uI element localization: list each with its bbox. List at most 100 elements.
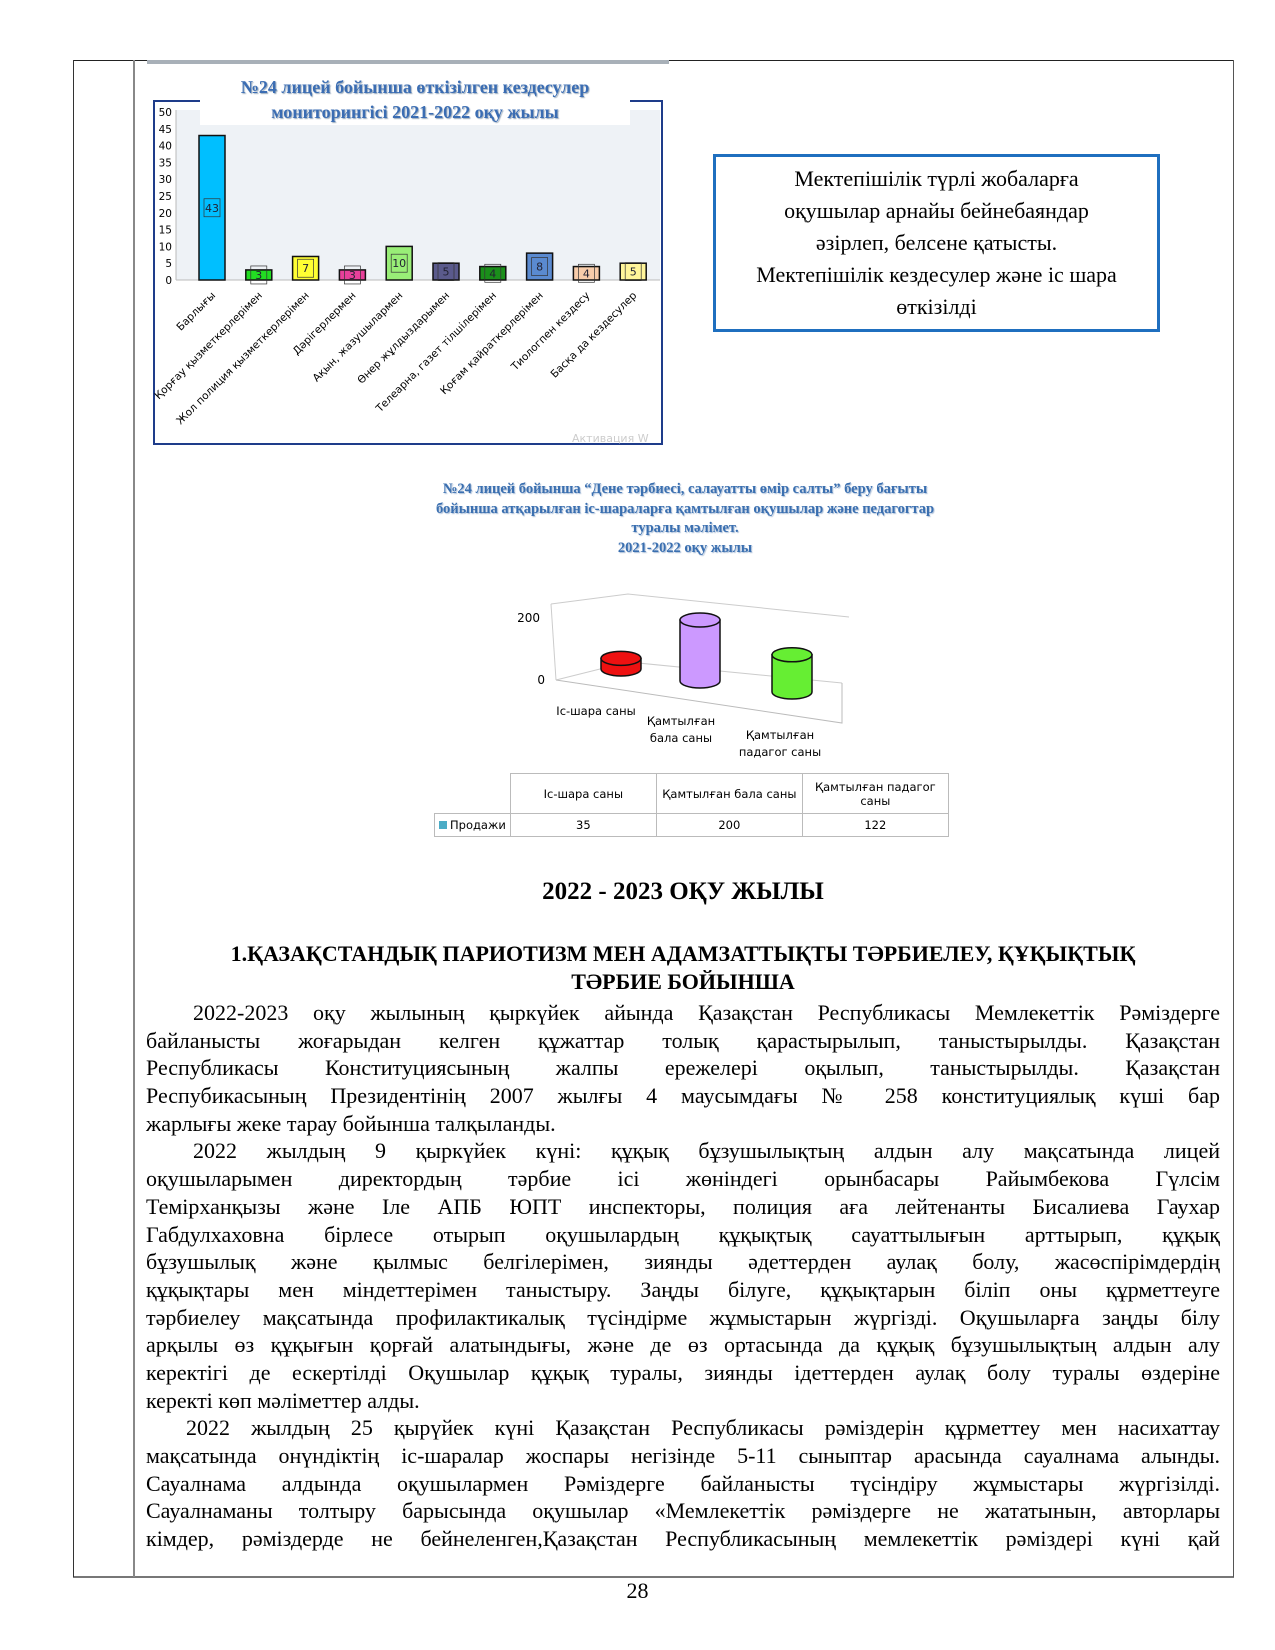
body-text: 2022-2023 оқу жылының қыркүйек айында Қа… xyxy=(146,999,1220,1553)
data-label: 3 xyxy=(349,269,356,282)
y-tick-label: 10 xyxy=(159,241,172,253)
bar xyxy=(572,265,601,281)
text-line: бұзушылық және қылмыс белгілерімен, зиян… xyxy=(146,1249,1220,1275)
data-label: 10 xyxy=(392,257,406,270)
chart2-title-line: №24 лицей бойынша “Дене тәрбиесі, салауа… xyxy=(442,481,928,497)
table-cell: 200 xyxy=(655,813,803,837)
data-label-box xyxy=(484,263,502,283)
y-tick-label: 50 xyxy=(159,107,172,119)
info-textbox: Мектепішілік түрлі жобаларға оқушылар ар… xyxy=(713,154,1160,332)
legend-swatch xyxy=(439,821,447,829)
text-line: 2022-2023 оқу жылының қыркүйек айында Қа… xyxy=(193,1000,1220,1025)
cylinder-body xyxy=(771,654,813,700)
text-line: байланысты жоғарыдан келген құжаттар тол… xyxy=(146,1027,1220,1053)
y-tick-label: 45 xyxy=(159,124,172,136)
text-line: кімдер, рәміздерде не бейнеленген,Қазақс… xyxy=(146,1526,1220,1552)
data-label: 3 xyxy=(255,269,262,282)
chart-title-line: мониторингісі 2021-2022 оқу жылы xyxy=(271,102,559,122)
y-tick-label: 200 xyxy=(517,611,540,625)
bar xyxy=(385,245,413,281)
text-line: Республикасы Конституциясының жалпы ереж… xyxy=(146,1055,1220,1081)
frame-inner xyxy=(133,60,135,1577)
text-line: керектігі де ескертілді Оқушылар құқық т… xyxy=(146,1359,1220,1385)
text-line: Сауалнама алдында оқушылармен Рәміздерге… xyxy=(146,1470,1220,1496)
data-label-box xyxy=(437,262,455,281)
text-line: Габдулхаховна бірлесе отырып оқушылардың… xyxy=(146,1221,1220,1247)
text-line: 2022 жылдың 25 қырүйек күні Қазақстан Ре… xyxy=(186,1415,1220,1441)
activation-watermark: Активация W xyxy=(572,432,649,445)
text-line: мақсатында онүндіктің іс-шаралар жоспары… xyxy=(146,1443,1220,1468)
frame-bottom xyxy=(73,1576,1234,1578)
paragraph: 2022 жылдың 9 қыркүйек күні: құқық бұзуш… xyxy=(146,1137,1220,1414)
table-header: Қамтылған падагог саны xyxy=(801,773,949,814)
data-label-box xyxy=(578,263,595,283)
bar xyxy=(432,262,460,281)
y-tick-label: 15 xyxy=(159,225,172,237)
table-cell: 35 xyxy=(509,813,657,837)
text-line: тәрбиелеу мақсатында профилактикалық түс… xyxy=(146,1304,1220,1330)
table-header: Іс-шара саны xyxy=(509,773,657,814)
frame-left xyxy=(73,60,74,1577)
category-label: бала саны xyxy=(650,731,712,745)
text-line: құқықтары мен міндеттерімен таныстыру. З… xyxy=(146,1276,1220,1302)
chart2-title-line: туралы мәлімет. xyxy=(631,520,739,536)
chart2-title-line: 2021-2022 оқу жылы xyxy=(617,539,753,556)
y-tick-label: 20 xyxy=(159,208,172,220)
y-tick-label: 5 xyxy=(165,258,172,270)
data-label-box xyxy=(344,265,361,285)
plot-area xyxy=(176,110,660,280)
cylinder-top xyxy=(679,612,721,628)
data-label: 4 xyxy=(489,267,496,280)
textbox-line: Мектепішілік түрлі жобаларға xyxy=(794,166,1079,191)
data-label: 5 xyxy=(443,266,450,279)
cylinder-body xyxy=(679,619,721,689)
bar xyxy=(479,265,507,281)
textbox-line: Мектепішілік кездесулер және іс шара xyxy=(756,262,1117,287)
y-tick-label: 25 xyxy=(159,191,172,203)
text-line: оқушыларымен директордың тәрбие ісі жөні… xyxy=(146,1166,1220,1192)
chart-title-line: №24 лицей бойынша өткізілген кездесулер xyxy=(240,77,590,97)
frame-right xyxy=(1233,60,1234,1577)
y-tick-label: 30 xyxy=(159,174,172,186)
text-line: арқылы өз құқығын қорғай алатындығы, жән… xyxy=(146,1332,1220,1358)
chart2-title-line: бойынша атқарылған іс-шараларға қамтылға… xyxy=(435,500,935,517)
y-tick-label: 0 xyxy=(165,275,172,287)
category-label: Іс-шара саны xyxy=(556,704,635,718)
chart2-title: №24 лицей бойынша “Дене тәрбиесі, салауа… xyxy=(380,480,990,558)
text-line: Сауалнаманы толтыру барысында оқушылар «… xyxy=(146,1498,1220,1524)
category-label: падагог саны xyxy=(739,745,821,759)
bar xyxy=(245,269,273,281)
back-wall-top xyxy=(550,593,850,618)
bar xyxy=(291,255,320,281)
bar xyxy=(619,262,647,281)
data-label-box xyxy=(250,265,268,285)
text-line: керекті көп мәліметтер алды. xyxy=(146,1387,420,1413)
textbox-line: әзірлеп, белсене қатысты. xyxy=(815,230,1058,255)
cylinder-top xyxy=(771,647,813,663)
data-label: 43 xyxy=(205,202,219,215)
textbox-line: өткізілді xyxy=(896,294,977,319)
category-label: Қамтылған xyxy=(746,728,814,742)
data-label: 4 xyxy=(583,267,590,280)
table-header: Қамтылған бала саны xyxy=(655,773,803,814)
y-tick-label: 0 xyxy=(537,673,545,687)
data-label: 7 xyxy=(302,262,309,275)
data-label-box xyxy=(297,258,314,278)
text-line: Темірханқызы және Іле АПБ ЮПТ инспекторы… xyxy=(146,1193,1220,1219)
legend-label: Продажи xyxy=(450,818,506,832)
year-heading: 2022 - 2023 ОҚУ ЖЫЛЫ xyxy=(542,878,824,905)
bar xyxy=(198,134,226,281)
section-heading: 1.ҚАЗАҚСТАНДЫҚ ПАРИОТИЗМ МЕН АДАМЗАТТЫҚТ… xyxy=(146,940,1220,996)
floor-front xyxy=(555,679,843,724)
section-heading-line: 1.ҚАЗАҚСТАНДЫҚ ПАРИОТИЗМ МЕН АДАМЗАТТЫҚТ… xyxy=(230,941,1136,966)
data-label-box xyxy=(203,198,221,218)
image-strip xyxy=(147,60,669,64)
chart-title: №24 лицей бойынша өткізілген кездесулер … xyxy=(200,75,630,125)
text-line: 2022 жылдың 9 қыркүйек күні: құқық бұзуш… xyxy=(193,1138,1220,1164)
section-heading-line: ТӘРБИЕ БОЙЫНША xyxy=(571,969,795,994)
data-label-box xyxy=(531,257,548,276)
page-number: 28 xyxy=(626,1578,649,1603)
table-cell: 122 xyxy=(801,813,949,837)
chart-data-table: Іс-шара саны Қамтылған бала саны Қамтылғ… xyxy=(434,773,949,837)
data-label-box xyxy=(390,253,408,273)
